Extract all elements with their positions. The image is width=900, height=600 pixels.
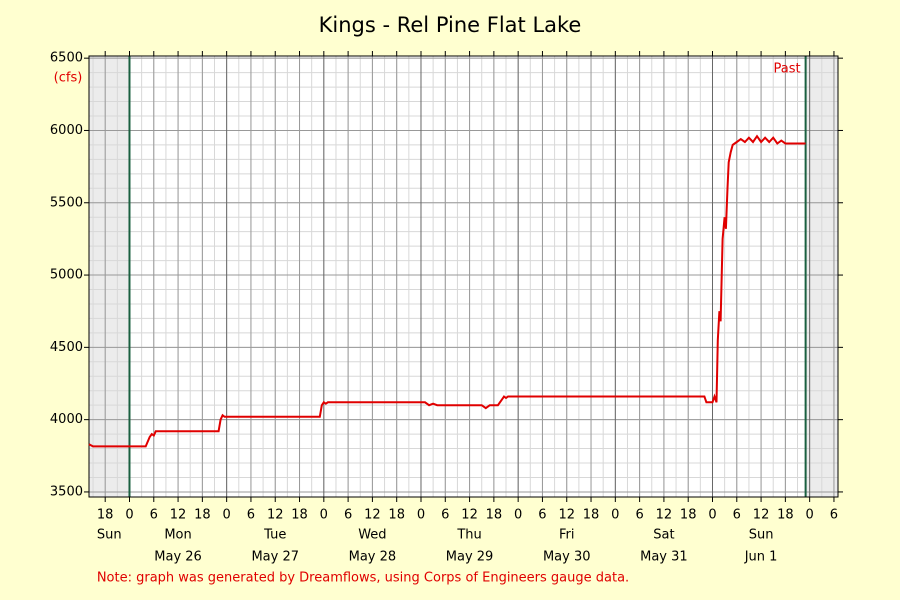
x-tick-label: 0 [806,508,814,523]
day-label: Fri [559,528,575,543]
x-tick-label: 12 [364,508,381,523]
x-tick-label: 6 [538,508,546,523]
date-label: May 30 [543,550,591,565]
x-tick-label: 6 [247,508,255,523]
y-tick-label: 4500 [50,340,83,355]
day-label: Sat [653,528,674,543]
day-label: Sun [749,528,774,543]
day-label: Thu [456,528,481,543]
x-tick-label: 12 [461,508,478,523]
x-tick-label: 12 [558,508,575,523]
x-tick-label: 0 [611,508,619,523]
day-label: Tue [263,528,286,543]
y-tick-label: 3500 [50,484,83,499]
x-tick-label: 12 [656,508,673,523]
plot-area [89,56,838,497]
x-tick-label: 0 [320,508,328,523]
y-tick-label: 6500 [50,51,83,66]
x-tick-label: 0 [125,508,133,523]
shade-before [89,56,130,497]
x-tick-label: 0 [514,508,522,523]
y-tick-label: 5000 [50,268,83,283]
x-tick-label: 0 [223,508,231,523]
chart-title: Kings - Rel Pine Flat Lake [319,13,582,37]
x-tick-label: 0 [708,508,716,523]
y-tick-label: 6000 [50,123,83,138]
x-tick-label: 18 [194,508,211,523]
x-tick-label: 6 [635,508,643,523]
day-label: Wed [358,528,386,543]
date-label: May 28 [349,550,397,565]
x-tick-label: 18 [388,508,405,523]
x-tick-label: 12 [170,508,187,523]
y-tick-label: 4000 [50,412,83,427]
x-tick-label: 18 [777,508,794,523]
x-tick-label: 12 [267,508,284,523]
x-tick-label: 18 [680,508,697,523]
x-tick-label: 6 [441,508,449,523]
date-label: May 27 [251,550,299,565]
plot-frame [88,55,839,498]
date-label: May 29 [446,550,494,565]
x-tick-label: 18 [291,508,308,523]
x-tick-label: 18 [583,508,600,523]
y-unit-label: (cfs) [54,71,83,86]
day-label: Mon [164,528,191,543]
x-tick-label: 12 [753,508,770,523]
data-line [88,134,806,448]
y-tick-label: 5500 [50,195,83,210]
x-tick-label: 18 [97,508,114,523]
x-tick-label: 6 [150,508,158,523]
date-label: Jun 1 [744,550,778,565]
x-tick-label: 6 [344,508,352,523]
day-label: Sun [97,528,122,543]
past-label: Past [774,62,801,77]
x-tick-label: 6 [733,508,741,523]
x-tick-label: 6 [830,508,838,523]
x-tick-label: 18 [486,508,503,523]
x-tick-label: 0 [417,508,425,523]
note: Note: graph was generated by Dreamflows,… [97,571,629,586]
date-label: May 31 [640,550,688,565]
date-label: May 26 [154,550,202,565]
